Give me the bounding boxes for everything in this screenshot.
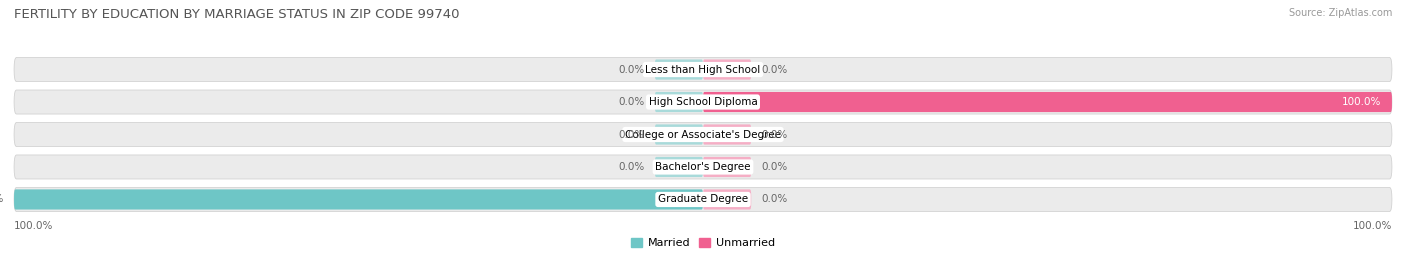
FancyBboxPatch shape: [703, 189, 751, 210]
Text: 0.0%: 0.0%: [619, 162, 644, 172]
FancyBboxPatch shape: [703, 125, 751, 144]
FancyBboxPatch shape: [703, 59, 751, 80]
FancyBboxPatch shape: [14, 189, 703, 210]
Text: 0.0%: 0.0%: [619, 97, 644, 107]
Text: Source: ZipAtlas.com: Source: ZipAtlas.com: [1288, 8, 1392, 18]
Text: FERTILITY BY EDUCATION BY MARRIAGE STATUS IN ZIP CODE 99740: FERTILITY BY EDUCATION BY MARRIAGE STATU…: [14, 8, 460, 21]
FancyBboxPatch shape: [703, 92, 1392, 112]
Text: 0.0%: 0.0%: [762, 129, 787, 140]
Text: 100.0%: 100.0%: [1353, 221, 1392, 231]
Text: 100.0%: 100.0%: [1343, 97, 1382, 107]
Legend: Married, Unmarried: Married, Unmarried: [627, 233, 779, 253]
Text: Less than High School: Less than High School: [645, 65, 761, 75]
Text: 0.0%: 0.0%: [619, 129, 644, 140]
Text: College or Associate's Degree: College or Associate's Degree: [626, 129, 780, 140]
Text: Bachelor's Degree: Bachelor's Degree: [655, 162, 751, 172]
FancyBboxPatch shape: [655, 92, 703, 112]
FancyBboxPatch shape: [703, 157, 751, 177]
FancyBboxPatch shape: [14, 187, 1392, 211]
Text: 100.0%: 100.0%: [0, 194, 4, 204]
Text: 0.0%: 0.0%: [762, 65, 787, 75]
Text: High School Diploma: High School Diploma: [648, 97, 758, 107]
Text: 0.0%: 0.0%: [762, 194, 787, 204]
FancyBboxPatch shape: [14, 155, 1392, 179]
Text: 100.0%: 100.0%: [14, 221, 53, 231]
Text: Graduate Degree: Graduate Degree: [658, 194, 748, 204]
FancyBboxPatch shape: [655, 157, 703, 177]
FancyBboxPatch shape: [655, 59, 703, 80]
Text: 0.0%: 0.0%: [619, 65, 644, 75]
FancyBboxPatch shape: [14, 122, 1392, 147]
Text: 0.0%: 0.0%: [762, 162, 787, 172]
FancyBboxPatch shape: [14, 58, 1392, 82]
FancyBboxPatch shape: [655, 125, 703, 144]
FancyBboxPatch shape: [14, 90, 1392, 114]
